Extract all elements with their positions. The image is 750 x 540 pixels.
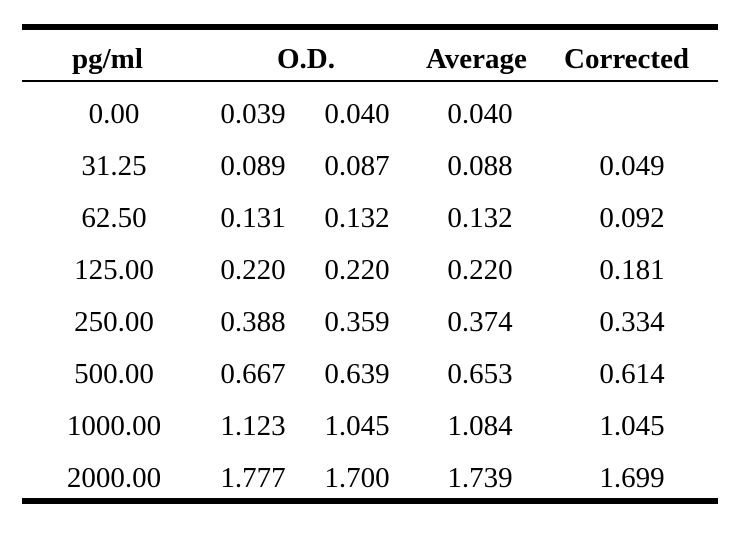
header-pg-ml: pg/ml <box>72 43 143 75</box>
cell-average: 0.374 <box>447 306 513 338</box>
top-rule <box>22 24 718 30</box>
table-row: 125.00 0.220 0.220 0.220 0.181 <box>0 256 750 308</box>
cell-od-1: 0.388 <box>220 306 286 338</box>
cell-od-1: 1.123 <box>220 410 286 442</box>
cell-od-2: 0.040 <box>324 98 390 130</box>
cell-concentration: 125.00 <box>74 254 154 286</box>
cell-concentration: 2000.00 <box>66 462 162 494</box>
cell-od-1: 0.039 <box>220 98 286 130</box>
cell-average: 0.088 <box>447 150 513 182</box>
cell-corrected: 0.092 <box>599 202 665 234</box>
cell-od-2: 1.045 <box>324 410 390 442</box>
cell-concentration: 62.50 <box>81 202 147 234</box>
cell-od-2: 0.639 <box>324 358 390 390</box>
cell-od-2: 0.359 <box>324 306 390 338</box>
table-row: 500.00 0.667 0.639 0.653 0.614 <box>0 360 750 412</box>
cell-average: 0.220 <box>447 254 513 286</box>
cell-corrected: 0.049 <box>599 150 665 182</box>
cell-od-1: 0.089 <box>220 150 286 182</box>
header-corrected: Corrected <box>564 43 690 75</box>
cell-corrected: 1.045 <box>599 410 665 442</box>
cell-average: 1.739 <box>447 462 513 494</box>
cell-od-1: 0.131 <box>220 202 286 234</box>
cell-average: 0.653 <box>447 358 513 390</box>
table-row: 62.50 0.131 0.132 0.132 0.092 <box>0 204 750 256</box>
header-rule <box>22 80 718 82</box>
cell-od-1: 0.220 <box>220 254 286 286</box>
cell-od-2: 1.700 <box>324 462 390 494</box>
cell-concentration: 1000.00 <box>66 410 162 442</box>
header-od: O.D. <box>277 43 335 75</box>
cell-concentration: 0.00 <box>88 98 140 130</box>
cell-corrected: 1.699 <box>599 462 665 494</box>
header-average: Average <box>426 43 527 75</box>
cell-corrected: 0.181 <box>599 254 665 286</box>
cell-od-2: 0.087 <box>324 150 390 182</box>
cell-corrected: 0.334 <box>599 306 665 338</box>
table-row: 250.00 0.388 0.359 0.374 0.334 <box>0 308 750 360</box>
cell-concentration: 250.00 <box>74 306 154 338</box>
cell-concentration: 500.00 <box>74 358 154 390</box>
table-row: 0.00 0.039 0.040 0.040 <box>0 100 750 152</box>
table-row: 2000.00 1.777 1.700 1.739 1.699 <box>0 464 750 516</box>
cell-concentration: 31.25 <box>81 150 147 182</box>
cell-average: 0.040 <box>447 98 513 130</box>
cell-average: 0.132 <box>447 202 513 234</box>
table-row: 31.25 0.089 0.087 0.088 0.049 <box>0 152 750 204</box>
cell-od-1: 0.667 <box>220 358 286 390</box>
cell-od-1: 1.777 <box>220 462 286 494</box>
cell-average: 1.084 <box>447 410 513 442</box>
bottom-rule <box>22 498 718 504</box>
table-row: 1000.00 1.123 1.045 1.084 1.045 <box>0 412 750 464</box>
cell-od-2: 0.220 <box>324 254 390 286</box>
cell-od-2: 0.132 <box>324 202 390 234</box>
cell-corrected: 0.614 <box>599 358 665 390</box>
